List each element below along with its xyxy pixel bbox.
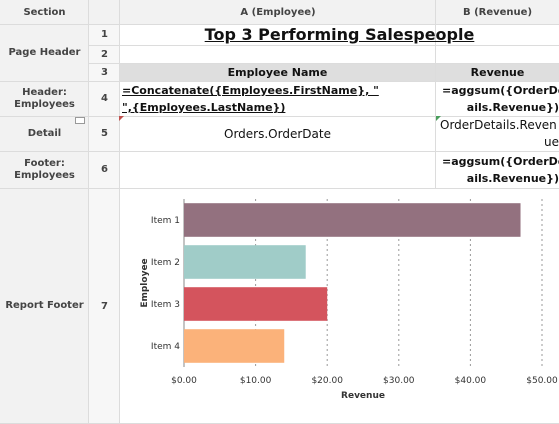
employee-name-formula-cell[interactable]: =Concatenate({Employees.FirstName}, " ",… (122, 82, 434, 116)
revenue-header-cell[interactable]: Revenue (436, 64, 559, 81)
revenue-bar-chart[interactable]: $0.00 $10.00 $20.00 $30.00 $40.00 $50.00 Item … (120, 189, 559, 423)
bar (184, 203, 521, 237)
x-axis-title: Revenue (341, 391, 385, 401)
row-number[interactable]: 5 (89, 116, 120, 151)
grid-line (0, 116, 559, 117)
grid-line (89, 45, 559, 46)
grid-line (0, 24, 559, 25)
section-detail[interactable]: Detail (0, 116, 89, 151)
y-tick-label: Item 3 (151, 300, 180, 310)
x-tick-label: $20.00 (311, 376, 343, 386)
comment-indicator-icon[interactable] (75, 117, 85, 124)
section-report-footer[interactable]: Report Footer (0, 188, 89, 424)
row-number[interactable]: 2 (89, 45, 120, 63)
y-tick-label: Item 2 (151, 258, 180, 268)
grid-line (88, 0, 89, 424)
bar (184, 245, 306, 279)
section-header-employees[interactable]: Header: Employees (0, 81, 89, 116)
employee-name-header-cell[interactable]: Employee Name (120, 64, 435, 81)
section-footer-employees[interactable]: Footer: Employees (0, 151, 89, 188)
formula-line: ails.Revenue}) (466, 101, 559, 114)
cell-corner-marker (436, 116, 441, 121)
y-axis-title: Employee (140, 258, 150, 307)
formula-line: =aggsum({OrderDet (442, 84, 559, 97)
formula-line: =Concatenate({Employees.FirstName}, " (122, 84, 379, 97)
x-tick-label: $30.00 (383, 376, 415, 386)
column-header-b[interactable]: B (Revenue) (436, 0, 559, 24)
grid-line (0, 81, 559, 82)
row-number[interactable]: 7 (89, 188, 120, 424)
revenue-aggsum-footer-cell[interactable]: =aggsum({OrderDet ails.Revenue}) (442, 153, 559, 187)
field-line: ue (544, 135, 559, 149)
revenue-aggsum-header-cell[interactable]: =aggsum({OrderDet ails.Revenue}) (442, 82, 559, 116)
x-tick-label: $10.00 (240, 376, 272, 386)
grid-line (435, 0, 436, 188)
field-line: OrderDetails.Reven (440, 118, 557, 132)
cell-corner-marker (119, 116, 124, 121)
report-title-cell[interactable]: Top 3 Performing Salespeople (204, 25, 475, 44)
grid-line (0, 188, 559, 189)
x-tick-label: $0.00 (171, 376, 197, 386)
formula-line: ails.Revenue}) (466, 172, 559, 185)
y-tick-label: Item 4 (151, 342, 180, 352)
x-tick-label: $40.00 (455, 376, 487, 386)
column-header-a[interactable]: A (Employee) (120, 0, 436, 24)
section-page-header[interactable]: Page Header (0, 24, 89, 81)
grid-line (89, 63, 559, 64)
x-tick-label: $50.00 (526, 376, 558, 386)
revenue-detail-cell[interactable]: OrderDetails.Reven ue (440, 117, 559, 151)
column-header-section[interactable]: Section (0, 0, 89, 24)
row-number[interactable]: 3 (89, 63, 120, 81)
row-number-header[interactable] (89, 0, 120, 24)
bar (184, 287, 328, 321)
formula-line: =aggsum({OrderDet (442, 155, 559, 168)
row-number[interactable]: 1 (89, 24, 120, 45)
formula-line: ",{Employees.LastName}) (122, 101, 286, 114)
y-tick-label: Item 1 (151, 216, 180, 226)
grid-line (0, 151, 559, 152)
order-date-cell[interactable]: Orders.OrderDate (224, 126, 331, 141)
bar (184, 329, 285, 363)
grid-line (119, 0, 120, 424)
row-number[interactable]: 4 (89, 81, 120, 116)
row-number[interactable]: 6 (89, 151, 120, 188)
